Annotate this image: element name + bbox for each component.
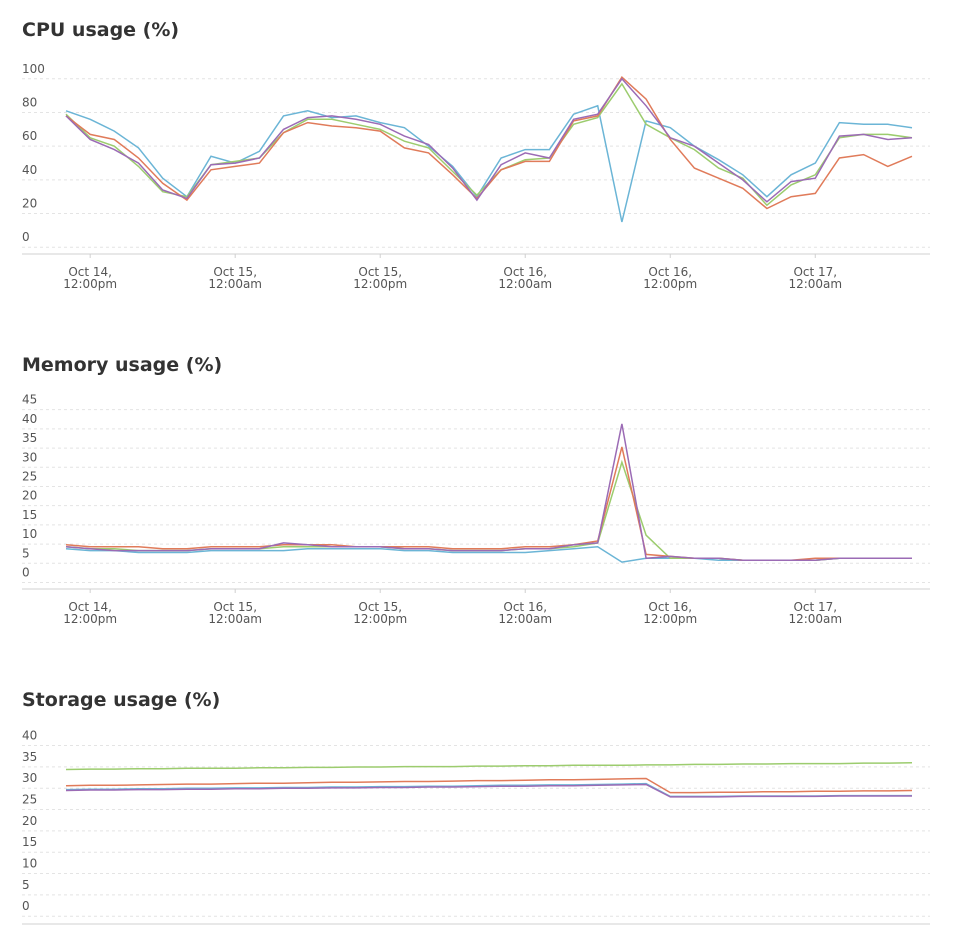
x-tick-label: Oct 17, 12:00am (788, 600, 843, 626)
x-tick-label: Oct 16, 12:00am (498, 600, 553, 626)
series-line (65, 459, 912, 561)
y-tick-label: 80 (22, 95, 37, 109)
series-line (65, 783, 912, 798)
chart: 0 5 10 15 20 25 30 35 40 45 (22, 393, 930, 593)
y-tick-label: 15 (22, 835, 37, 849)
x-tick-label: Oct 15, 12:00pm (353, 265, 408, 291)
y-tick-label: 25 (22, 793, 37, 807)
y-tick-label: 60 (22, 129, 37, 143)
y-tick-label: 40 (22, 729, 37, 743)
y-tick-label: 5 (22, 878, 30, 892)
series-line (65, 761, 913, 771)
y-tick-label: 0 (22, 899, 30, 913)
y-tick-label: 30 (22, 450, 37, 464)
y-tick-label: 100 (22, 62, 45, 76)
x-tick-label: Oct 16, 12:00pm (643, 265, 698, 291)
chart: 0 20 40 60 80 100 (22, 62, 930, 258)
y-tick-label: 35 (22, 431, 37, 445)
y-tick-label: 40 (22, 412, 37, 426)
chart-panel: 0 20 40 60 80 100 CPU usage (%) Oct 14, 12:00pm… (0, 0, 953, 335)
x-tick-label: Oct 15, 12:00am (208, 600, 262, 626)
y-tick-label: 20 (22, 489, 37, 503)
y-tick-label: 15 (22, 508, 37, 522)
y-tick-label: 20 (22, 197, 37, 211)
y-tick-label: 0 (22, 230, 30, 244)
chart-title: Storage usage (%) (22, 689, 221, 711)
chart-title: Memory usage (%) (22, 354, 223, 376)
chart-panel: 0 5 10 15 20 25 30 35 40 Storage usage (%) (0, 670, 953, 929)
series-line (65, 446, 912, 561)
y-tick-label: 20 (22, 814, 37, 828)
y-tick-label: 10 (22, 527, 37, 541)
chart-title: CPU usage (%) (22, 19, 180, 41)
y-tick-label: 25 (22, 469, 37, 483)
x-tick-label: Oct 16, 12:00am (498, 265, 553, 291)
series-line (65, 423, 912, 561)
y-tick-label: 10 (22, 857, 37, 871)
x-tick-label: Oct 17, 12:00am (788, 265, 843, 291)
y-tick-label: 5 (22, 546, 30, 560)
series-line (65, 76, 913, 210)
y-tick-label: 0 (22, 565, 30, 579)
x-tick-label: Oct 15, 12:00am (208, 265, 262, 291)
series-line (65, 77, 913, 203)
chart: 0 5 10 15 20 25 30 35 40 (22, 729, 930, 925)
y-tick-label: 35 (22, 750, 37, 764)
x-tick-label: Oct 14, 12:00pm (63, 600, 118, 626)
x-tick-label: Oct 14, 12:00pm (63, 265, 118, 291)
series-line (65, 777, 913, 794)
y-tick-label: 45 (22, 393, 37, 407)
x-tick-label: Oct 15, 12:00pm (353, 600, 408, 626)
y-tick-label: 40 (22, 163, 37, 177)
y-tick-label: 30 (22, 771, 37, 785)
chart-panel: 0 5 10 15 20 25 30 35 40 45 Memory usage (%) Oct 14… (0, 335, 953, 670)
x-tick-label: Oct 16, 12:00pm (643, 600, 698, 626)
series-line (65, 782, 912, 798)
series-line (65, 104, 913, 223)
